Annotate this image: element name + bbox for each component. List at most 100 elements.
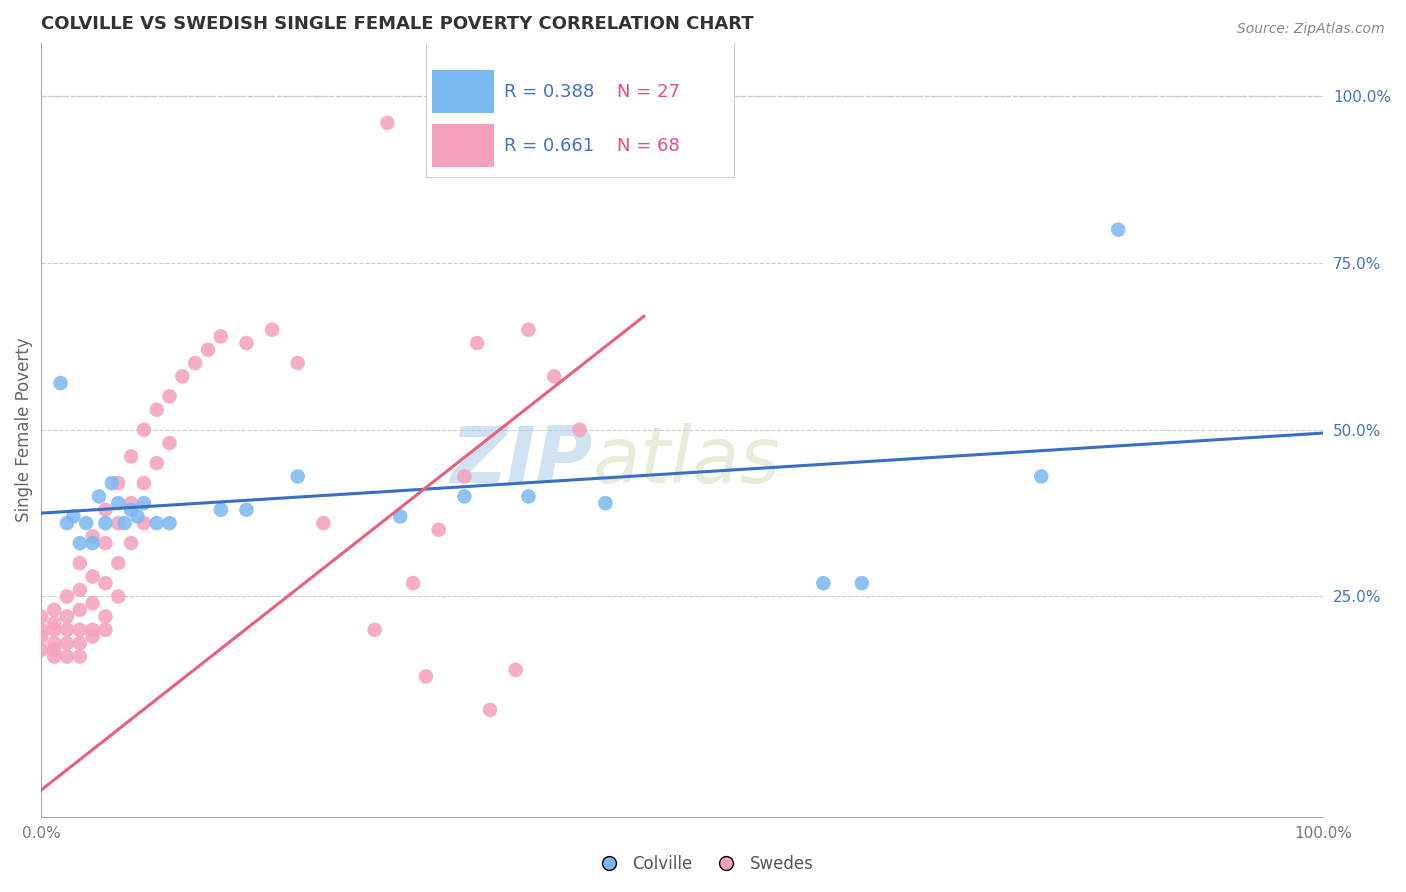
Point (44, 643, 66, 657)
Point (49, 376, 72, 390)
Point (56, 623, 79, 637)
Point (120, 503, 142, 517)
Point (851, 576, 873, 591)
Point (94, 576, 117, 591)
Point (312, 516, 335, 530)
Point (107, 556, 129, 570)
Text: R = 0.388: R = 0.388 (505, 83, 595, 101)
Text: N = 27: N = 27 (617, 83, 681, 101)
Point (620, 116, 643, 130)
Point (159, 436, 181, 450)
Point (69, 636, 91, 650)
Point (82, 596, 104, 610)
Point (235, 336, 257, 351)
Point (56, 516, 79, 530)
Point (132, 423, 155, 437)
Point (132, 496, 155, 510)
Point (287, 356, 309, 370)
Point (645, 116, 668, 130)
Point (427, 523, 450, 537)
Point (120, 450, 142, 464)
Point (813, 576, 835, 591)
Point (107, 590, 129, 604)
Point (402, 576, 425, 591)
Point (235, 503, 257, 517)
Point (69, 649, 91, 664)
Point (94, 536, 117, 550)
Point (120, 536, 142, 550)
Point (75, 516, 97, 530)
Point (30, 630, 52, 644)
Point (107, 476, 129, 491)
Point (82, 536, 104, 550)
Text: COLVILLE VS SWEDISH SINGLE FEMALE POVERTY CORRELATION CHART: COLVILLE VS SWEDISH SINGLE FEMALE POVERT… (41, 15, 754, 33)
Point (1107, 222, 1129, 236)
Point (101, 476, 124, 491)
Point (56, 609, 79, 624)
Point (44, 649, 66, 664)
Point (94, 609, 117, 624)
Text: atlas: atlas (592, 423, 780, 499)
Point (44, 623, 66, 637)
Point (69, 556, 91, 570)
Point (30, 643, 52, 657)
Point (107, 516, 129, 530)
Point (595, 496, 617, 510)
Point (145, 402, 167, 417)
Text: ZIP: ZIP (450, 423, 592, 499)
Point (94, 623, 117, 637)
Point (505, 663, 527, 677)
Point (209, 503, 232, 517)
Point (94, 503, 117, 517)
FancyBboxPatch shape (426, 41, 734, 177)
Point (287, 469, 309, 483)
Point (62, 509, 84, 524)
Point (517, 323, 540, 337)
Point (69, 603, 91, 617)
Point (82, 529, 104, 543)
Point (145, 456, 167, 470)
Point (44, 603, 66, 617)
Point (543, 369, 565, 384)
Point (568, 423, 591, 437)
Point (415, 669, 437, 683)
Text: Source: ZipAtlas.com: Source: ZipAtlas.com (1237, 22, 1385, 37)
Point (479, 703, 502, 717)
Point (197, 343, 219, 357)
Point (120, 496, 142, 510)
Point (114, 516, 136, 530)
Point (159, 389, 181, 403)
Point (69, 582, 91, 597)
Point (127, 509, 149, 524)
Point (209, 329, 232, 343)
Legend: Colville, Swedes: Colville, Swedes (586, 848, 820, 880)
Point (44, 636, 66, 650)
Point (184, 356, 207, 370)
Point (595, 122, 617, 136)
Point (44, 616, 66, 631)
Point (82, 569, 104, 583)
FancyBboxPatch shape (432, 124, 494, 167)
Point (377, 116, 399, 130)
FancyBboxPatch shape (432, 70, 494, 112)
Point (363, 623, 385, 637)
Point (465, 336, 488, 351)
Point (56, 636, 79, 650)
Point (453, 469, 475, 483)
Point (453, 490, 475, 504)
Point (82, 623, 104, 637)
Point (1031, 469, 1053, 483)
Point (69, 536, 91, 550)
Point (56, 590, 79, 604)
Point (87, 490, 110, 504)
Point (94, 516, 117, 530)
Text: N = 68: N = 68 (617, 136, 679, 155)
Point (30, 609, 52, 624)
Point (69, 623, 91, 637)
Point (517, 490, 540, 504)
Point (107, 496, 129, 510)
Point (56, 649, 79, 664)
Point (132, 516, 155, 530)
Point (132, 476, 155, 491)
Text: R = 0.661: R = 0.661 (505, 136, 595, 155)
